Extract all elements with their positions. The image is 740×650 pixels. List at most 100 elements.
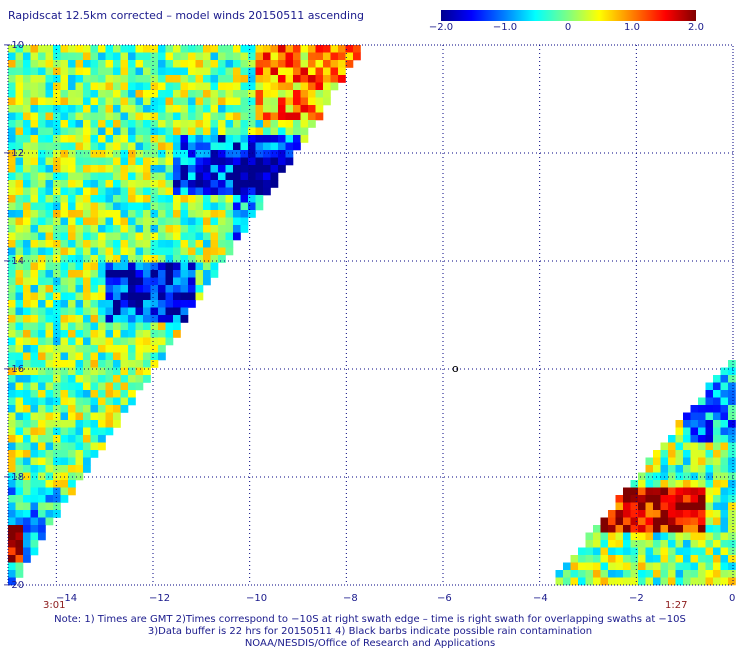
- wind-cell: [608, 547, 616, 556]
- wind-cell: [195, 270, 204, 278]
- wind-cell: [600, 570, 609, 578]
- wind-cell: [30, 412, 39, 421]
- wind-cell: [105, 52, 114, 61]
- wind-cell: [75, 405, 84, 413]
- wind-cell: [180, 277, 189, 286]
- wind-cell: [698, 517, 706, 526]
- wind-cell: [68, 240, 76, 248]
- wind-cell: [165, 202, 174, 211]
- wind-cell: [15, 375, 24, 383]
- wind-cell: [143, 247, 151, 256]
- wind-cell: [728, 525, 736, 533]
- wind-cell: [98, 172, 106, 181]
- wind-cell: [165, 165, 174, 173]
- wind-cell: [83, 465, 91, 473]
- wind-cell: [23, 472, 31, 481]
- wind-cell: [113, 135, 121, 143]
- wind-cell: [233, 195, 241, 203]
- right-swath-time: 1:27: [665, 600, 688, 611]
- wind-cell: [225, 232, 234, 241]
- wind-cell: [8, 97, 16, 106]
- wind-cell: [165, 105, 174, 113]
- wind-cell: [75, 322, 84, 331]
- wind-cell: [615, 502, 624, 511]
- plot-frame: [7, 44, 734, 586]
- wind-cell: [690, 412, 699, 421]
- wind-cell: [60, 90, 69, 98]
- wind-cell: [585, 570, 594, 578]
- wind-cell: [150, 262, 159, 271]
- wind-cell: [173, 300, 181, 308]
- wind-cell: [278, 127, 286, 136]
- wind-cell: [53, 210, 61, 218]
- wind-cell: [278, 60, 286, 68]
- wind-cell: [113, 127, 121, 136]
- wind-cell: [60, 300, 69, 308]
- wind-cell: [68, 210, 76, 218]
- wind-cell: [225, 157, 234, 166]
- wind-cell: [128, 397, 136, 406]
- wind-cell: [195, 165, 204, 173]
- wind-cell: [720, 390, 729, 398]
- wind-cell: [660, 510, 669, 518]
- wind-cell: [158, 217, 166, 226]
- wind-cell: [308, 52, 316, 61]
- wind-cell: [105, 292, 114, 301]
- wind-cell: [165, 322, 174, 331]
- wind-cell: [240, 82, 249, 91]
- wind-cell: [38, 52, 46, 61]
- wind-cell: [30, 135, 39, 143]
- wind-cell: [158, 135, 166, 143]
- wind-cell: [38, 352, 46, 361]
- wind-cell: [158, 277, 166, 286]
- wind-cell: [15, 217, 24, 226]
- wind-cell: [713, 577, 721, 586]
- wind-cell: [300, 97, 309, 106]
- wind-cell: [653, 450, 661, 458]
- wind-cell: [188, 60, 196, 68]
- wind-cell: [8, 112, 16, 121]
- wind-cell: [233, 225, 241, 233]
- wind-cell: [158, 202, 166, 211]
- wind-cell: [83, 82, 91, 91]
- wind-cell: [113, 322, 121, 331]
- wind-cell: [8, 52, 16, 61]
- wind-cell: [60, 157, 69, 166]
- wind-cell: [270, 135, 279, 143]
- wind-cell: [165, 150, 174, 158]
- wind-cell: [158, 247, 166, 256]
- wind-cell: [98, 307, 106, 316]
- wind-cell: [585, 577, 594, 586]
- wind-cell: [8, 75, 16, 83]
- wind-cell: [233, 120, 241, 128]
- wind-cell: [188, 105, 196, 113]
- wind-cell: [315, 90, 324, 98]
- wind-cell: [68, 75, 76, 83]
- wind-cell: [135, 75, 144, 83]
- wind-cell: [173, 180, 181, 188]
- wind-cell: [165, 195, 174, 203]
- wind-cell: [668, 570, 676, 578]
- wind-cell: [8, 517, 16, 526]
- wind-cell: [203, 45, 211, 53]
- wind-cell: [143, 135, 151, 143]
- wind-cell: [165, 337, 174, 346]
- wind-cell: [180, 142, 189, 151]
- wind-cell: [60, 97, 69, 106]
- wind-cell: [720, 577, 729, 586]
- wind-cell: [653, 525, 661, 533]
- wind-cell: [30, 435, 39, 443]
- wind-cell: [30, 330, 39, 338]
- wind-cell: [60, 150, 69, 158]
- wind-cell: [675, 555, 684, 563]
- wind-cell: [135, 195, 144, 203]
- wind-cell: [98, 142, 106, 151]
- wind-cell: [23, 465, 31, 473]
- wind-cell: [165, 75, 174, 83]
- wind-cell: [668, 517, 676, 526]
- wind-cell: [128, 345, 136, 353]
- wind-cell: [15, 45, 24, 53]
- wind-cell: [720, 570, 729, 578]
- wind-cell: [308, 45, 316, 53]
- wind-cell: [8, 405, 16, 413]
